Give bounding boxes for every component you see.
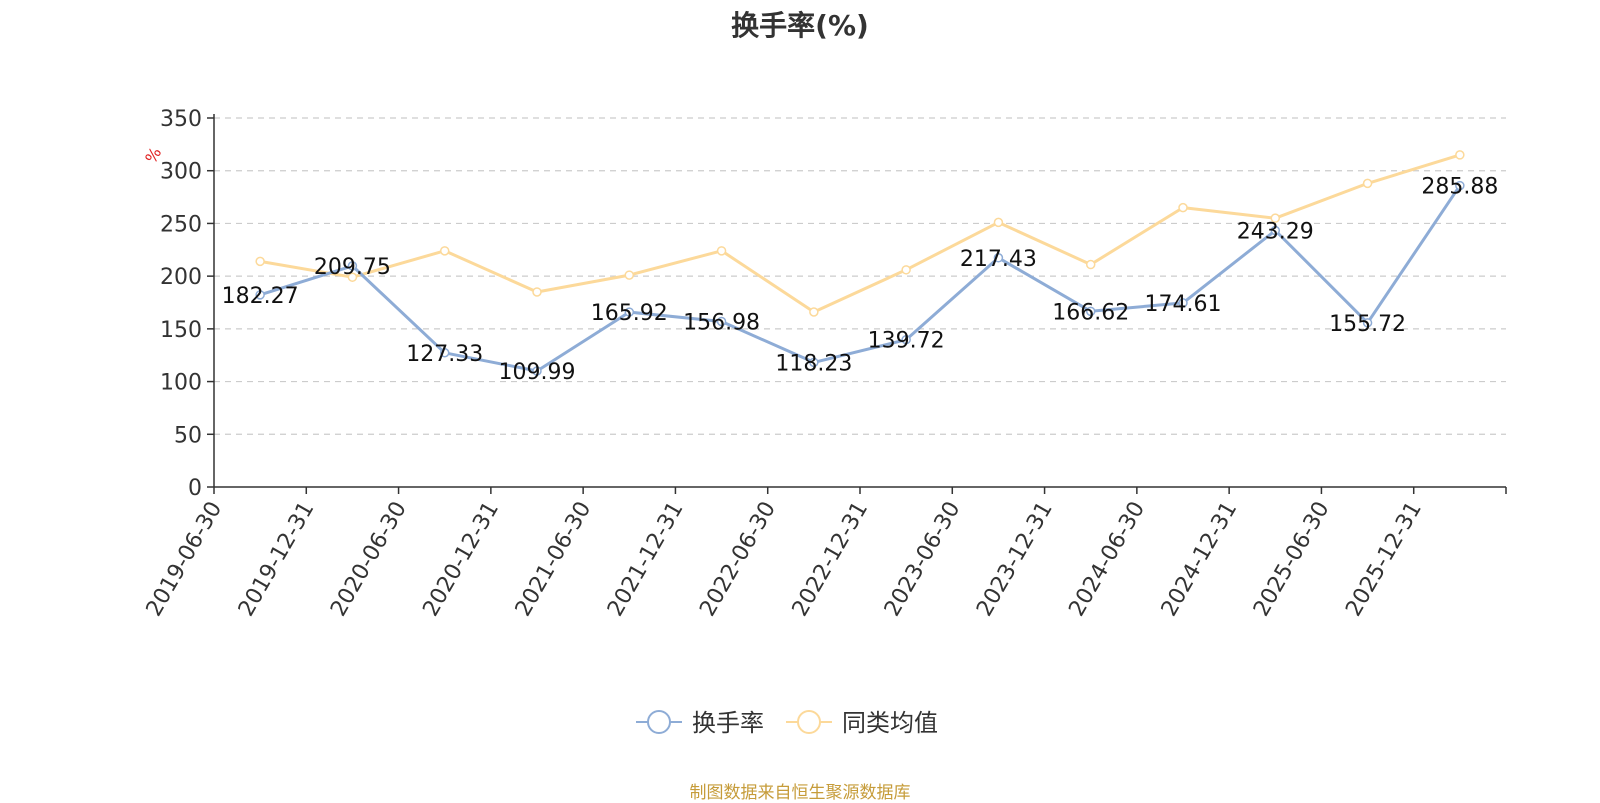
series-0-point-2: [439, 348, 450, 358]
legend-label-0: 换手率: [692, 709, 764, 737]
series-1-point-5: [716, 246, 727, 256]
data-label-0: 182.27: [222, 284, 299, 309]
series-1-point-10: [1178, 202, 1188, 213]
y-tick-label-300: 300: [160, 160, 202, 185]
data-label-8: 217.43: [960, 247, 1037, 272]
series-1-point-4: [624, 270, 635, 280]
y-tick-label-50: 50: [174, 423, 202, 448]
chart-title: 换手率(%): [731, 9, 869, 42]
legend[interactable]: 换手率 同类均值: [636, 709, 938, 737]
series-1-point-8: [993, 217, 1004, 228]
x-tick-label-2021-06-30: 2021-06-30: [511, 498, 597, 621]
series: [255, 150, 1465, 376]
x-tick-label-2019-12-31: 2019-12-31: [234, 498, 320, 621]
series-0-point-5: [716, 316, 727, 327]
data-label-7: 139.72: [868, 329, 945, 354]
legend-item-1[interactable]: 同类均值: [786, 709, 938, 737]
x-tick-label-2024-12-31: 2024-12-31: [1157, 498, 1243, 621]
y-tick-label-350: 350: [160, 107, 202, 132]
series-0-point-9: [1085, 306, 1096, 317]
x-tick-label-2021-12-31: 2021-12-31: [603, 498, 689, 621]
x-tick-label-2025-06-30: 2025-06-30: [1249, 498, 1335, 621]
series-1-point-1: [347, 272, 358, 282]
data-labels: 182.27 209.75 127.33 109.99 165.92 156.98 118.…: [222, 175, 1499, 385]
legend-swatch-circle-1: [797, 710, 821, 734]
source-note: 制图数据来自恒生聚源数据库: [689, 783, 911, 803]
data-label-6: 118.23: [775, 351, 852, 376]
series-0-point-10: [1178, 298, 1188, 308]
x-tick-label-2020-06-30: 2020-06-30: [326, 498, 412, 621]
series-line-1: [259, 153, 1461, 314]
series-0-point-7: [901, 334, 911, 345]
x-tick-label-2025-12-31: 2025-12-31: [1341, 498, 1427, 621]
legend-item-0[interactable]: 换手率: [636, 709, 764, 737]
series-0-point-0: [255, 290, 265, 300]
series-1-point-6: [809, 307, 819, 317]
series-0-point-1: [347, 261, 358, 271]
series-line-0: [259, 184, 1462, 373]
x-tick-label-2024-06-30: 2024-06-30: [1064, 498, 1150, 621]
y-tick-label-250: 250: [160, 212, 202, 237]
series-0-point-11: [1270, 225, 1281, 236]
data-label-10: 174.61: [1145, 292, 1222, 317]
series-0-point-6: [809, 357, 819, 368]
y-tick-label-200: 200: [160, 265, 202, 290]
series-1-point-2: [439, 246, 450, 256]
gridlines: [214, 117, 1506, 435]
data-label-2: 127.33: [406, 342, 483, 367]
data-label-12: 155.72: [1329, 312, 1406, 337]
x-tick-label-2022-06-30: 2022-06-30: [695, 498, 781, 621]
legend-label-1: 同类均值: [842, 709, 938, 737]
series-0-point-12: [1362, 318, 1373, 328]
legend-swatch-circle-0: [647, 710, 671, 734]
data-label-5: 156.98: [683, 310, 760, 335]
data-label-9: 166.62: [1052, 300, 1129, 325]
x-tick-label-2023-12-31: 2023-12-31: [972, 498, 1058, 621]
x-tick-label-2019-06-30: 2019-06-30: [142, 498, 228, 621]
data-label-4: 165.92: [591, 301, 668, 326]
data-label-13: 285.88: [1421, 175, 1498, 200]
x-tick-label-2023-06-30: 2023-06-30: [880, 498, 966, 621]
data-label-11: 243.29: [1237, 220, 1314, 245]
series-1-point-3: [532, 287, 542, 297]
data-label-3: 109.99: [499, 360, 576, 385]
series-1-point-11: [1270, 213, 1281, 223]
series-1-point-12: [1362, 178, 1373, 189]
series-0-point-3: [532, 366, 542, 376]
y-tick-label-150: 150: [160, 318, 202, 343]
x-tick-label-2020-12-31: 2020-12-31: [418, 498, 504, 621]
data-label-1: 209.75: [314, 255, 391, 280]
series-1-point-9: [1085, 259, 1096, 270]
series-1-point-0: [255, 256, 265, 267]
series-0-point-4: [624, 307, 635, 317]
x-tick-label-2022-12-31: 2022-12-31: [788, 498, 874, 621]
series-0-point-8: [993, 253, 1004, 263]
y-tick-label-100: 100: [160, 371, 202, 396]
series-0-point-13: [1455, 180, 1465, 191]
series-1-point-7: [901, 265, 911, 275]
y-tick-label-0: 0: [188, 476, 202, 501]
series-1-point-13: [1455, 150, 1465, 160]
